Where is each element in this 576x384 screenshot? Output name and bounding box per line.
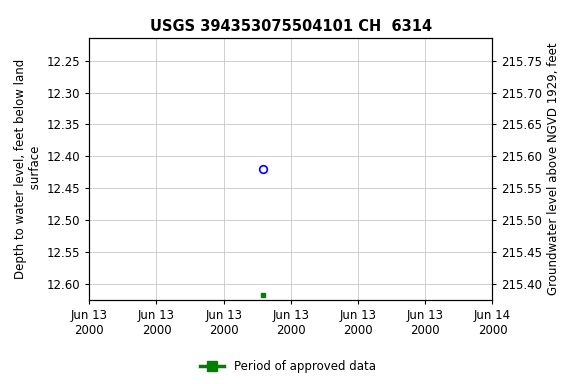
Y-axis label: Groundwater level above NGVD 1929, feet: Groundwater level above NGVD 1929, feet — [547, 43, 560, 295]
Title: USGS 394353075504101 CH  6314: USGS 394353075504101 CH 6314 — [150, 20, 432, 35]
Y-axis label: Depth to water level, feet below land
 surface: Depth to water level, feet below land su… — [14, 59, 43, 279]
Legend: Period of approved data: Period of approved data — [196, 356, 380, 378]
